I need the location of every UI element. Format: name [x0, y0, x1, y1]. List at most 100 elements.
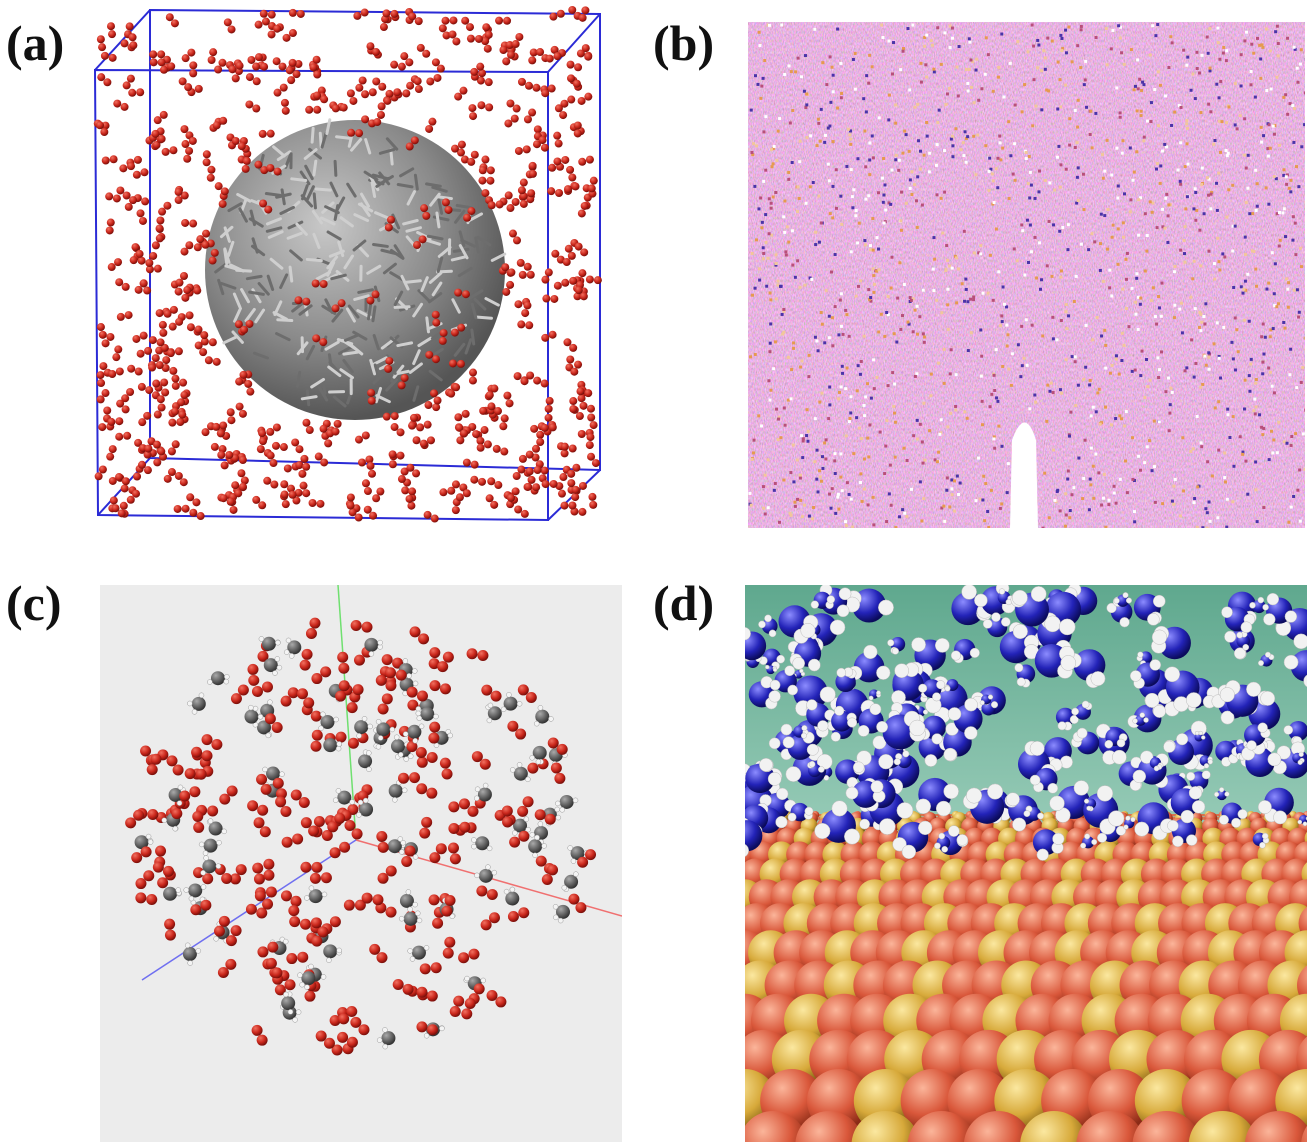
oxygen-atom	[140, 332, 148, 340]
particle	[753, 439, 756, 442]
hydrogen-atom	[1247, 741, 1257, 751]
oxygen-atom	[207, 166, 215, 174]
particle	[1139, 374, 1142, 377]
particle	[896, 297, 899, 300]
oxygen-atom	[219, 117, 227, 125]
particle	[1140, 89, 1143, 92]
oxygen-atom	[432, 403, 440, 411]
particle	[1231, 249, 1234, 252]
particle	[967, 90, 970, 93]
particle	[1089, 379, 1092, 382]
particle	[1213, 278, 1216, 281]
particle	[919, 423, 922, 426]
particle	[1248, 320, 1251, 323]
oxygen-atom	[106, 226, 114, 234]
particle	[1157, 70, 1160, 73]
oxygen-atom	[146, 894, 157, 905]
particle	[894, 158, 897, 161]
particle	[1192, 447, 1195, 450]
particle	[759, 196, 762, 199]
particle	[1153, 88, 1156, 91]
particle	[1121, 152, 1124, 155]
particle	[1084, 439, 1087, 442]
oxygen-atom	[168, 468, 176, 476]
particle	[761, 221, 764, 224]
particle	[1134, 85, 1137, 88]
particle	[906, 27, 909, 30]
hydrogen-atom	[916, 799, 931, 814]
oxygen-atom	[172, 382, 180, 390]
particle	[1048, 390, 1051, 393]
oxygen-atom	[448, 843, 459, 854]
oxygen-atom	[115, 278, 123, 286]
particle	[1209, 69, 1212, 72]
oxygen-atom	[154, 411, 162, 419]
hydrogen-atom	[1208, 759, 1213, 764]
oxygen-atom	[313, 91, 321, 99]
hydrogen-atom	[320, 712, 325, 717]
oxygen-atom	[420, 204, 428, 212]
oxygen-atom	[137, 209, 145, 217]
oxygen-atom	[427, 752, 438, 763]
oxygen-atom	[300, 919, 311, 930]
particle	[1095, 410, 1098, 413]
oxygen-atom	[175, 318, 183, 326]
hydrogen-atom	[731, 643, 744, 656]
particle	[916, 226, 919, 229]
oxygen-atom	[417, 987, 428, 998]
oxygen-atom	[248, 675, 259, 686]
oxygen-atom	[282, 107, 290, 115]
particle	[1300, 145, 1303, 148]
oxygen-atom	[295, 461, 303, 469]
particle	[781, 333, 784, 336]
particle	[954, 405, 957, 408]
panel-b	[748, 22, 1308, 530]
hydrogen-atom	[1186, 835, 1197, 846]
oxygen-atom	[132, 490, 140, 498]
particle	[901, 152, 904, 155]
oxygen-atom	[189, 137, 197, 145]
hydrogen-atom	[1087, 806, 1092, 811]
hydrogen-atom	[415, 911, 420, 916]
particle	[1248, 390, 1251, 393]
particle	[1067, 26, 1070, 29]
particle	[856, 157, 859, 160]
particle	[918, 315, 921, 318]
bond-rod	[292, 179, 306, 181]
oxygen-atom	[545, 414, 553, 422]
particle	[831, 316, 834, 319]
particle	[884, 183, 887, 186]
particle	[999, 158, 1002, 161]
particle	[1065, 514, 1068, 517]
particle	[1225, 49, 1228, 52]
oxygen-atom	[432, 355, 440, 363]
oxygen-atom	[456, 436, 464, 444]
oxygen-atom	[260, 10, 268, 18]
oxygen-atom	[252, 1025, 263, 1036]
hydrogen-atom	[272, 671, 277, 676]
oxygen-atom	[506, 204, 514, 212]
oxygen-atom	[272, 722, 283, 733]
particle	[852, 452, 855, 455]
particle	[1007, 462, 1010, 465]
oxygen-atom	[507, 51, 515, 59]
particle	[1157, 295, 1160, 298]
oxygen-atom	[183, 286, 191, 294]
oxygen-atom	[160, 66, 168, 74]
oxygen-atom	[149, 50, 157, 58]
particle	[829, 212, 832, 215]
oxygen-atom	[338, 663, 349, 674]
particle	[791, 229, 794, 232]
oxygen-atom	[268, 30, 276, 38]
oxygen-atom	[534, 466, 542, 474]
oxygen-atom	[228, 65, 236, 73]
particle	[832, 90, 835, 93]
particle	[888, 94, 891, 97]
particle	[1060, 392, 1063, 395]
particle	[1069, 509, 1072, 512]
particle	[1046, 384, 1049, 387]
particle	[1150, 101, 1153, 104]
particle	[857, 364, 860, 367]
particle	[1254, 412, 1257, 415]
oxygen-atom	[300, 482, 308, 490]
